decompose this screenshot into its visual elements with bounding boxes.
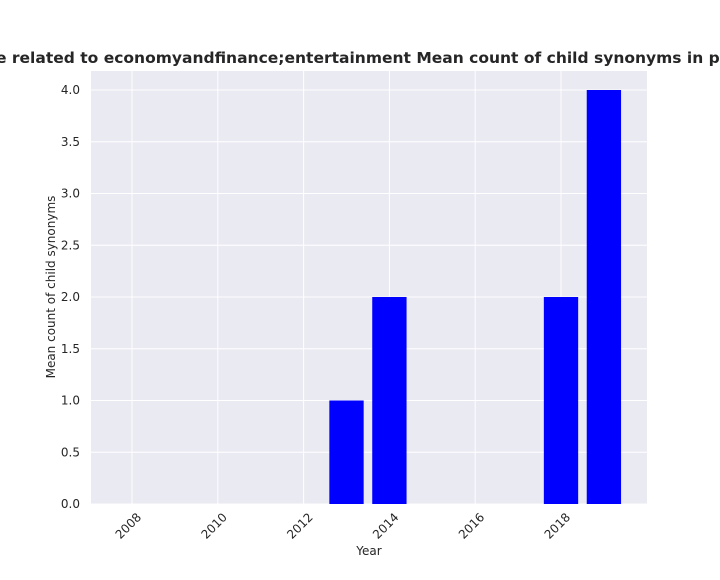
bar-2013 [329,400,364,504]
x-axis-ticks: 2008 2010 2012 2014 2016 2018 [113,510,573,541]
y-axis-ticks: 0.0 0.5 1.0 1.5 2.0 2.5 3.0 3.5 4.0 [61,83,80,511]
y-tick-label: 1.0 [61,394,80,408]
bar-2014 [372,297,407,504]
bar-2019 [586,90,622,504]
x-axis-label: Year [355,544,381,558]
x-tick-label: 2012 [284,510,315,541]
x-tick-label: 2008 [113,510,144,541]
grid-lines [91,71,647,505]
y-axis-label: Mean count of child synonyms [44,196,58,379]
y-tick-label: 3.0 [61,187,80,201]
y-tick-label: 4.0 [61,83,80,97]
y-tick-label: 2.0 [61,290,80,304]
x-tick-label: 2016 [456,510,487,541]
bars [329,90,622,504]
x-tick-label: 2014 [370,510,401,541]
bar-2018 [543,297,579,504]
y-tick-label: 0.5 [61,445,80,459]
y-tick-label: 1.5 [61,342,80,356]
x-tick-label: 2010 [198,510,229,541]
chart-title: ies are related to economyandfinance;ent… [0,49,720,67]
y-tick-label: 0.0 [61,497,80,511]
y-tick-label: 3.5 [61,135,80,149]
x-tick-label: 2018 [542,510,573,541]
y-tick-label: 2.5 [61,238,80,252]
